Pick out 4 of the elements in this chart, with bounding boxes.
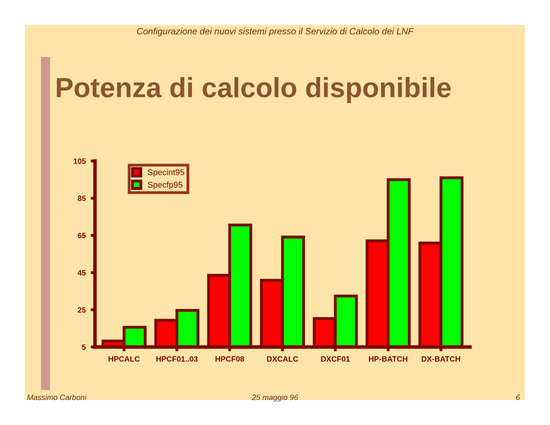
legend-label: Specfp95 (148, 182, 182, 190)
text: Configurazione dei nuovi sistemi presso il Servizio di Calcolo dei LNF (137, 28, 414, 36)
chart-title: Potenza di calcolo disponibile (56, 77, 451, 103)
legend-label: Specint95 (148, 169, 184, 177)
